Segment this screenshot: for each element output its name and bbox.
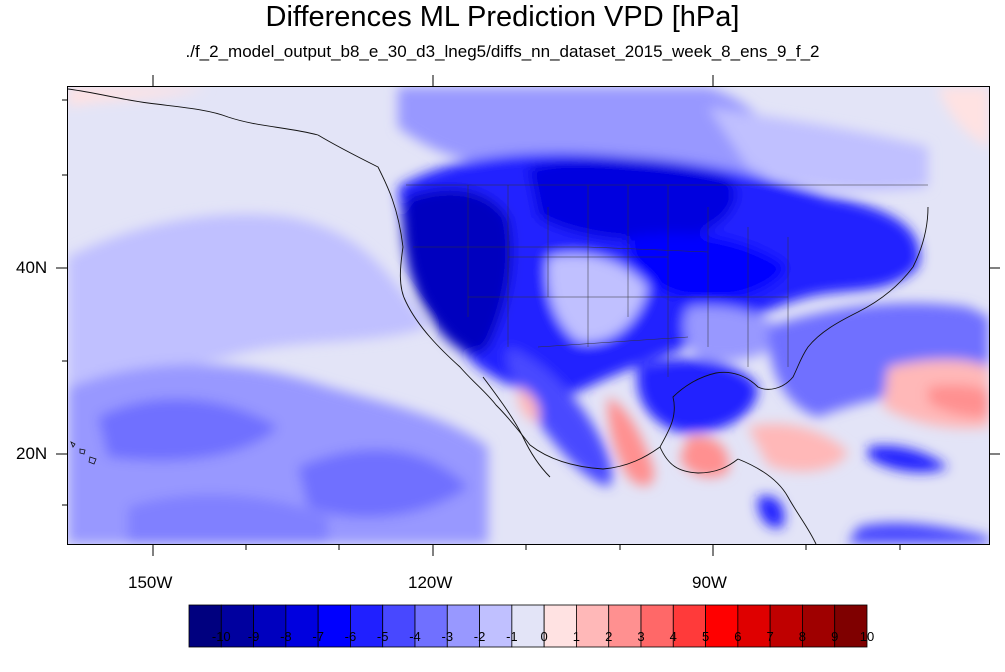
state-borders — [406, 184, 928, 377]
colorbar-label: 3 — [637, 629, 645, 644]
figure-subtitle: ./f_2_model_output_b8_e_30_d3_lneg5/diff… — [185, 42, 820, 61]
colorbar-label: 2 — [605, 629, 613, 644]
colorbar-box — [640, 604, 674, 648]
colorbar-label: -2 — [473, 629, 486, 644]
colorbar-box — [737, 604, 771, 648]
colorbar-box — [382, 604, 416, 648]
colorbar-label: 4 — [669, 629, 677, 644]
colorbar-box — [479, 604, 513, 648]
colorbar-box — [834, 604, 868, 648]
colorbar-box — [317, 604, 351, 648]
vpd-anomaly-field — [68, 87, 989, 544]
lon-label-150w: 150W — [128, 573, 173, 592]
colorbar-label: -9 — [247, 629, 260, 644]
colorbar-box — [576, 604, 610, 648]
colorbar-label: 10 — [859, 629, 875, 644]
colorbar-label: -5 — [376, 629, 389, 644]
colorbar-box — [511, 604, 545, 648]
coastlines — [68, 88, 929, 544]
colorbar-box — [350, 604, 384, 648]
colorbar-box — [446, 604, 480, 648]
hawaii-islands — [70, 441, 97, 465]
map-panel — [67, 86, 990, 545]
lon-label-90w: 90W — [692, 573, 727, 592]
colorbar-label: 7 — [766, 629, 774, 644]
colorbar-box — [188, 604, 222, 648]
colorbar-box — [705, 604, 739, 648]
colorbar-label: -7 — [312, 629, 324, 644]
colorbar-label: 9 — [831, 629, 839, 644]
colorbar-label: -8 — [280, 629, 292, 644]
colorbar-label: -6 — [344, 629, 357, 644]
colorbar-label: -10 — [211, 629, 231, 644]
colorbar-box — [608, 604, 642, 648]
lon-label-120w: 120W — [408, 573, 453, 592]
colorbar-box — [802, 604, 836, 648]
colorbar-label: 8 — [798, 629, 807, 644]
colorbar-label: 5 — [701, 629, 710, 644]
colorbar-box — [285, 604, 319, 648]
figure-title: Differences ML Prediction VPD [hPa] — [265, 1, 740, 33]
colorbar-label: -3 — [441, 629, 454, 644]
colorbar-label: -4 — [409, 629, 421, 644]
colorbar-box — [253, 604, 287, 648]
colorbar-label: 1 — [572, 629, 581, 644]
colorbar-label: 6 — [734, 629, 742, 644]
colorbar — [188, 604, 868, 648]
colorbar-label: 0 — [540, 629, 548, 644]
colorbar-box — [672, 604, 706, 648]
colorbar-label: -1 — [506, 629, 518, 644]
colorbar-box — [220, 604, 254, 648]
lat-label-40n: 40N — [16, 258, 48, 277]
lat-label-20n: 20N — [16, 444, 48, 463]
map-canvas — [68, 87, 989, 544]
